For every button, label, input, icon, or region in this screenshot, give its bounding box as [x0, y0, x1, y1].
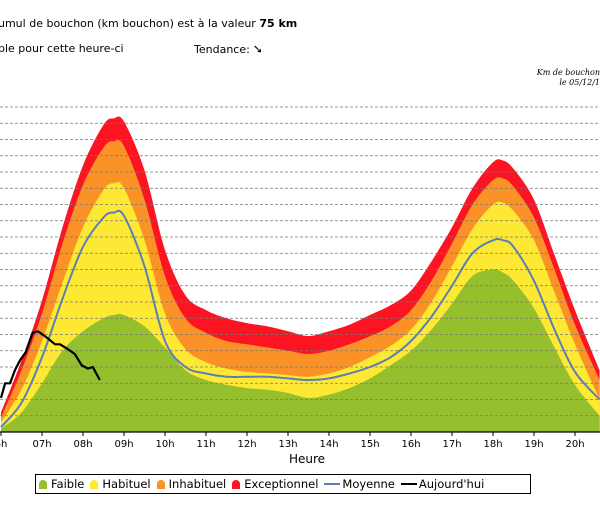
legend-item-moyenne: Moyenne [324, 477, 395, 491]
x-tick-label: 07h [32, 439, 51, 450]
x-tick-label: 08h [73, 439, 92, 450]
status-text: ble pour cette heure-ci [0, 42, 124, 55]
legend-item-faible: Faible [39, 477, 84, 491]
x-tick-label: 15h [360, 439, 379, 450]
x-tick-label: 17h [442, 439, 461, 450]
chart-caption: Km de bouchon le 05/12/1 [537, 68, 600, 88]
exceptionnel-swatch-icon [232, 479, 241, 489]
chart-date: le 05/12/1 [559, 78, 600, 87]
area-faible [1, 269, 600, 432]
current-value-prefix: umul de bouchon (km bouchon) est à la va… [0, 17, 260, 30]
moyenne-line-icon [324, 483, 341, 485]
aujourdhui-line-icon [400, 483, 417, 485]
legend-label: Faible [51, 477, 85, 491]
x-tick-label: 11h [196, 439, 215, 450]
gridlines [0, 106, 600, 417]
legend-item-inhabituel: Inhabituel [156, 477, 227, 491]
legend-item-exceptionnel: Exceptionnel [232, 477, 318, 491]
legend-label: Exceptionnel [244, 477, 319, 491]
chart-title: Km de bouchon [536, 68, 600, 77]
x-axis: 6h 07h 08h 09h 10h 11h 12h 13h 14h 15h 16h 17h 18h 19… [0, 431, 600, 450]
area-layer [1, 116, 600, 432]
x-tick-label: 18h [483, 439, 502, 450]
legend-item-habituel: Habituel [90, 477, 151, 491]
x-tick-label: 09h [114, 439, 133, 450]
traffic-chart: 6h 07h 08h 09h 10h 11h 12h 13h 14h 15h 16h 17h 18h 19… [0, 106, 600, 466]
faible-swatch-icon [39, 479, 47, 489]
legend-label: Aujourd'hui [418, 477, 485, 491]
legend-label: Moyenne [342, 477, 395, 491]
x-tick-label: 20h [565, 439, 584, 450]
habituel-swatch-icon [90, 479, 99, 489]
legend: Faible Habituel Inhabituel Exceptionnel … [35, 474, 531, 494]
x-tick-label: 14h [319, 439, 338, 450]
x-axis-title: Heure [289, 452, 325, 466]
line-moyenne [0, 209, 600, 428]
legend-item-aujourdhui: Aujourd'hui [400, 477, 485, 491]
x-tick-label: 10h [155, 439, 174, 450]
x-tick-label: 19h [524, 439, 543, 450]
x-tick-label: 12h [237, 439, 256, 450]
x-tick-label: 6h [0, 439, 7, 450]
trend-indicator: Tendance: ➘ [194, 42, 263, 56]
inhabituel-swatch-icon [156, 479, 165, 489]
current-value-text: umul de bouchon (km bouchon) est à la va… [0, 17, 297, 30]
line-aujourdhui [0, 330, 101, 399]
line-layer [0, 209, 600, 428]
x-tick-label: 16h [401, 439, 420, 450]
arrow-down-right-icon: ➘ [252, 42, 263, 56]
current-value: 75 km [259, 17, 298, 30]
trend-label: Tendance: [194, 43, 250, 56]
x-tick-label: 13h [278, 439, 297, 450]
legend-label: Inhabituel [168, 477, 227, 491]
legend-label: Habituel [102, 477, 151, 491]
